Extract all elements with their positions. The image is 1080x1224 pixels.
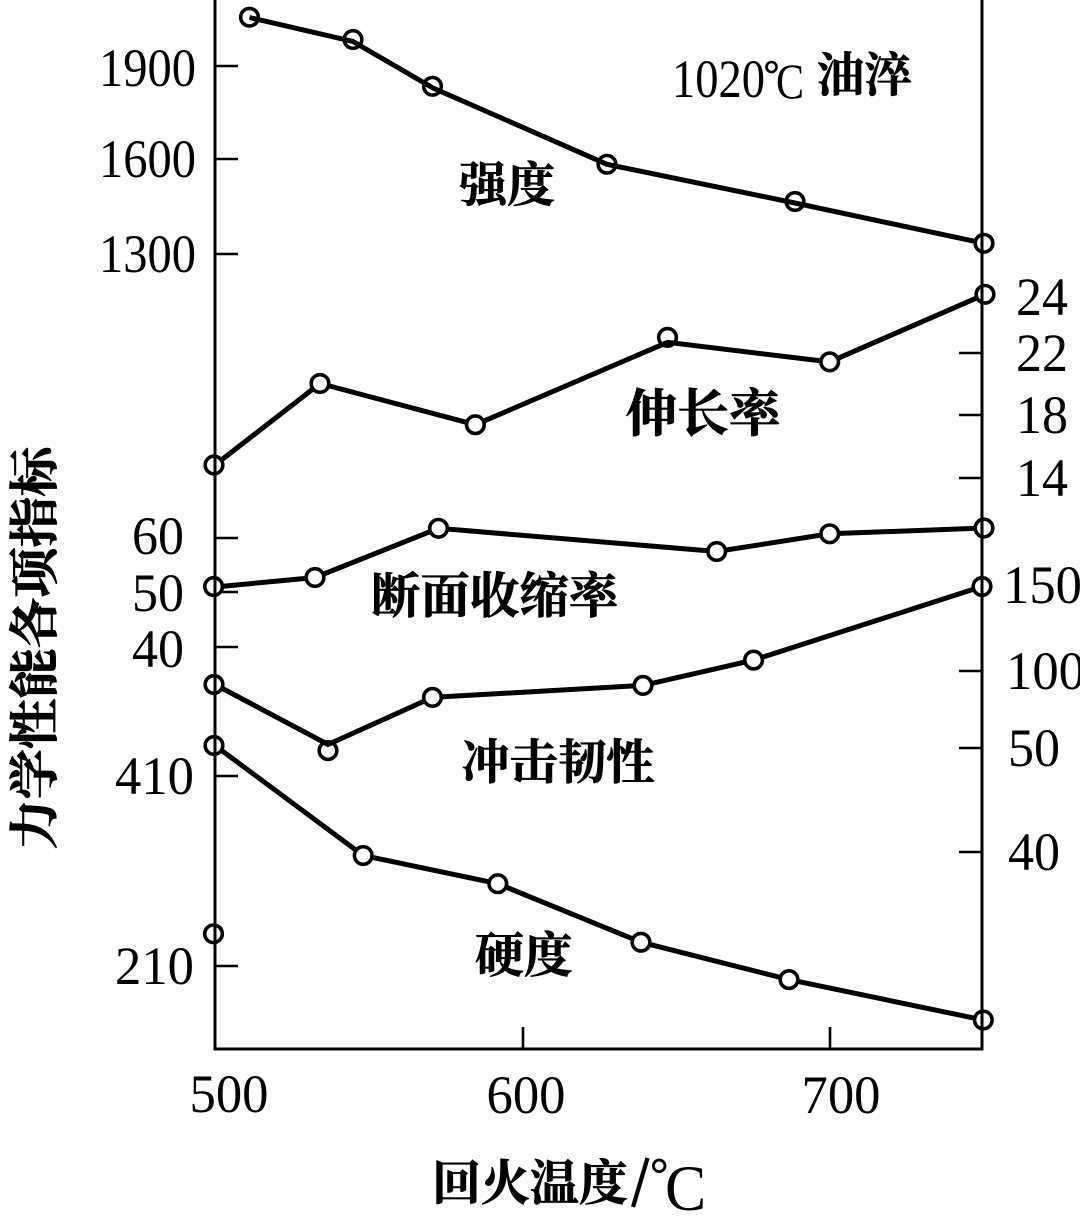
svg-text:700: 700: [802, 1065, 881, 1125]
svg-text:22: 22: [1016, 323, 1068, 383]
svg-text:1600: 1600: [99, 129, 196, 189]
svg-text:1020: 1020: [672, 49, 765, 109]
svg-text:60: 60: [132, 506, 184, 566]
svg-text:600: 600: [487, 1065, 566, 1125]
svg-text:40: 40: [132, 619, 184, 679]
svg-text:C: C: [776, 54, 804, 109]
svg-text:410: 410: [115, 746, 194, 806]
svg-text:500: 500: [190, 1064, 269, 1124]
svg-text:40: 40: [1008, 822, 1060, 882]
svg-text:1300: 1300: [99, 224, 196, 284]
svg-text:210: 210: [115, 936, 194, 996]
svg-text:C: C: [665, 1153, 706, 1224]
svg-text:18: 18: [1016, 385, 1068, 445]
svg-text:150: 150: [1003, 555, 1080, 615]
svg-text:24: 24: [1016, 267, 1068, 327]
svg-text:100: 100: [1006, 641, 1080, 701]
svg-text:50: 50: [1008, 718, 1060, 778]
svg-text:14: 14: [1016, 448, 1068, 508]
svg-text:50: 50: [132, 563, 184, 623]
svg-text:1900: 1900: [99, 38, 196, 98]
